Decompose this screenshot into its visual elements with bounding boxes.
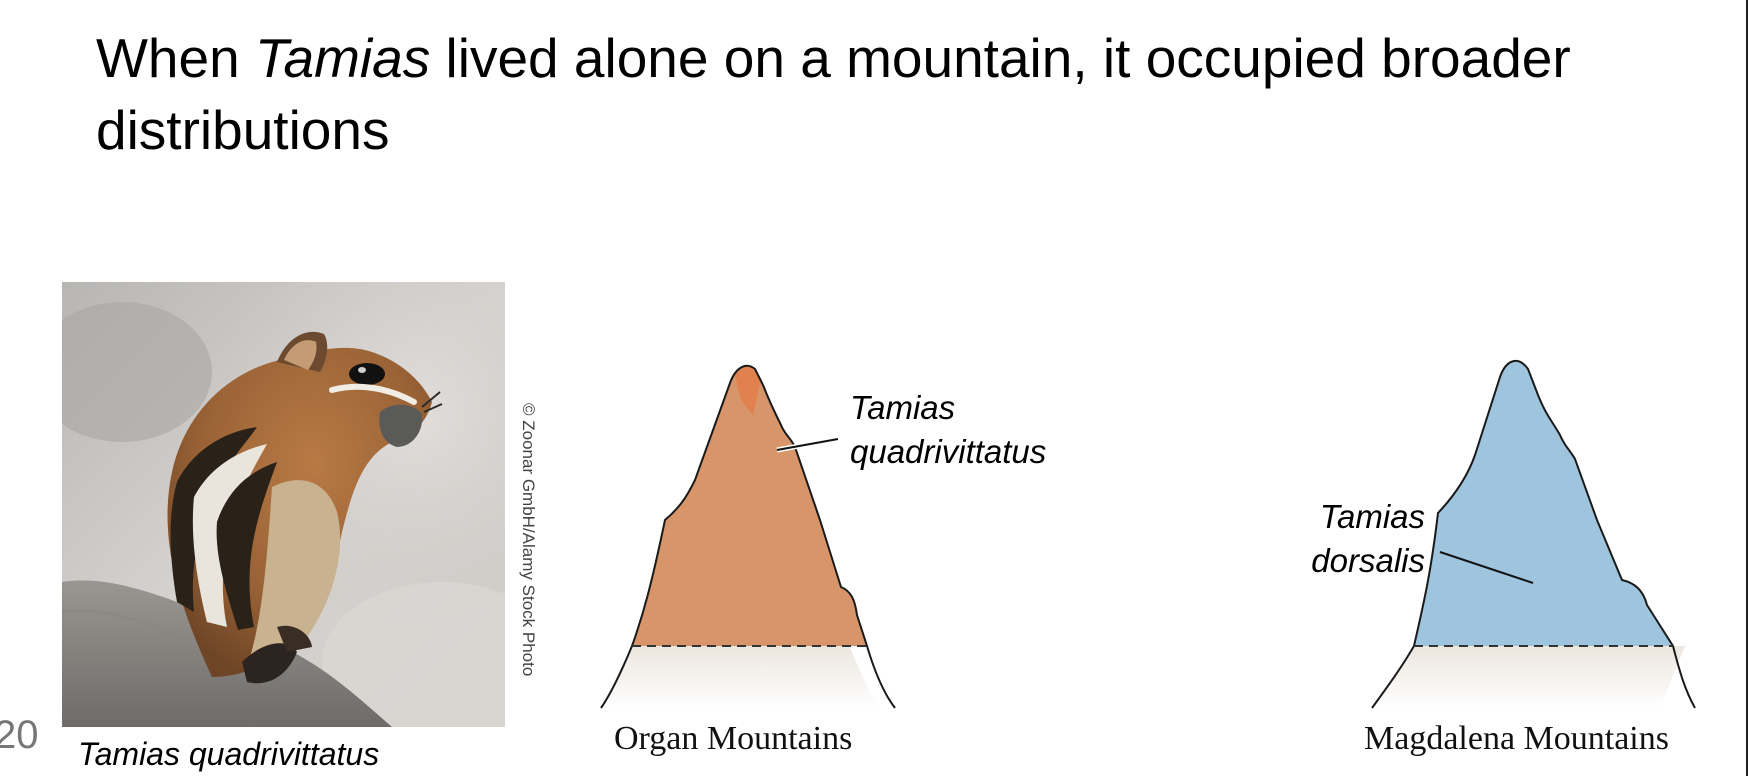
photo-caption: Tamias quadrivittatus [78,736,380,772]
magdalena-occupied-range [1414,360,1673,646]
organ-mountains-diagram [600,364,896,709]
magdalena-mountains-name: Magdalena Mountains [1364,720,1669,757]
organ-species-label: Tamias quadrivittatus [850,386,1046,474]
organ-species-epithet: quadrivittatus [850,433,1047,470]
photo-credit: © Zoonar GmbH/Alamy Stock Photo [519,403,538,677]
slide-edge-divider [1746,0,1748,776]
magdalena-species-epithet: dorsalis [1311,542,1425,579]
magdalena-species-label: Tamias dorsalis [1295,495,1425,583]
organ-mountains-name: Organ Mountains [614,720,853,757]
title-text-1: When [96,27,255,89]
title-genus: Tamias [254,27,431,89]
title-text-2: lived alone on a mountain, it occupied b… [96,27,1571,161]
magdalena-mountains-diagram [1371,359,1696,709]
magdalena-species-genus: Tamias [1319,498,1425,535]
page-number: 20 [0,713,39,757]
organ-species-genus: Tamias [850,389,956,426]
organ-occupied-range [632,365,867,646]
slide-title: When Tamias lived alone on a mountain, i… [96,22,1716,166]
chipmunk-photo [62,282,505,727]
